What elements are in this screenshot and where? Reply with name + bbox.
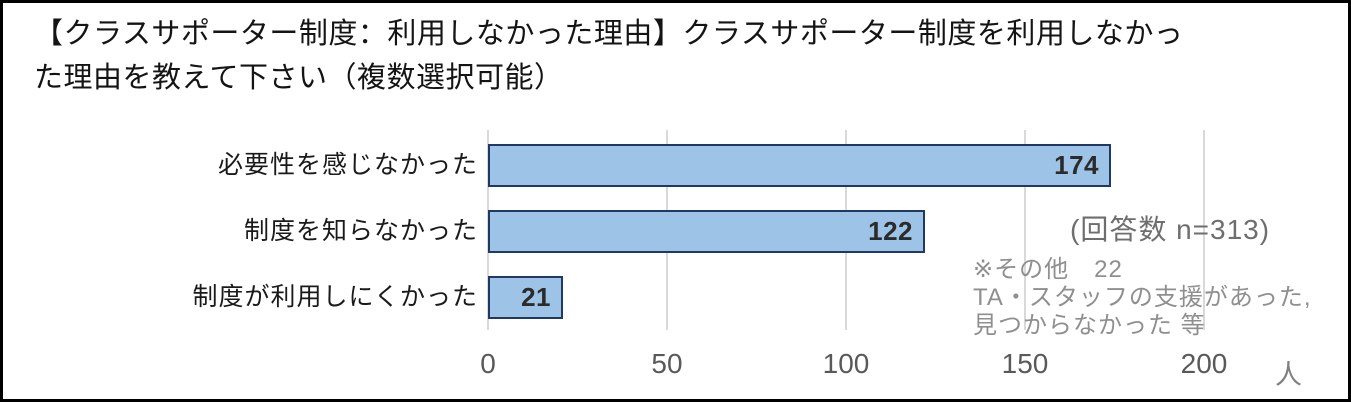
plot-area: 0 50 100 150 200 174 必要性を感じなかった 122 制度を知らなかった 21 制… — [3, 3, 1348, 399]
x-tick-label-150: 150 — [1001, 348, 1049, 379]
bar-2: 21 — [488, 276, 563, 319]
gridline-150 — [1024, 130, 1026, 330]
note-line-0: ※その他 22 — [973, 256, 1123, 283]
other-responses-note: ※その他 22 TA・スタッフの支援があった, 見つからなかった 等 — [973, 256, 1312, 340]
x-tick-label-200: 200 — [1180, 348, 1228, 379]
bar-1: 122 — [488, 210, 925, 253]
gridline-200 — [1203, 130, 1205, 330]
note-line-2: 見つからなかった 等 — [973, 312, 1206, 339]
category-label-2: 制度が利用しにくかった — [192, 283, 478, 311]
bar-0: 174 — [488, 144, 1111, 187]
bar-value-label-0: 174 — [1054, 150, 1099, 180]
category-label-1: 制度を知らなかった — [243, 217, 478, 245]
note-line-1: TA・スタッフの支援があった, — [973, 284, 1312, 311]
x-tick-label-0: 0 — [480, 348, 496, 379]
bar-value-label-2: 21 — [521, 282, 551, 312]
x-axis-unit-label: 人 — [1275, 360, 1302, 390]
x-tick-label-50: 50 — [651, 348, 683, 379]
bar-value-label-1: 122 — [868, 216, 913, 246]
chart-title: 【クラスサポーター制度：利用しなかった理由】クラスサポーター制度を利用しなかっ … — [34, 12, 1334, 100]
chart-title-line2: た理由を教えて下さい（複数選択可能） — [34, 62, 564, 94]
x-tick-label-100: 100 — [822, 348, 870, 379]
response-count-annotation: (回答数 n=313) — [1070, 214, 1271, 245]
category-label-0: 必要性を感じなかった — [217, 151, 478, 179]
chart-title-line1: 【クラスサポーター制度：利用しなかった理由】クラスサポーター制度を利用しなかっ — [34, 18, 1184, 50]
